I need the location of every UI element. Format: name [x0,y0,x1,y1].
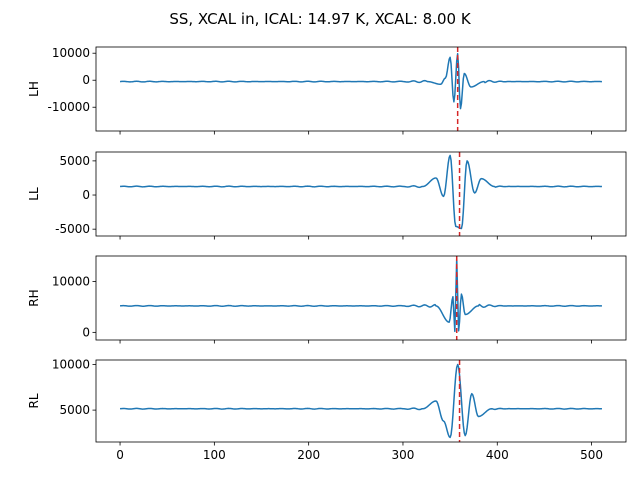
y-tick-label: 10000 [52,358,90,372]
y-axis-label-RL: RL [27,393,41,408]
subplot-LL: -5000 0 5000 LL [27,151,627,240]
panels-container: -10000010000LH-500005000LL010000RH500010… [27,46,627,462]
series-line-RH [119,257,602,333]
x-tick-label: 400 [486,448,509,462]
subplot-LH: -10000 0 10000 LH [27,46,627,135]
x-tick-label: 500 [580,448,603,462]
y-tick-label: -10000 [47,100,90,114]
axes-frame-RL [95,359,627,443]
series-line-LH [119,53,602,110]
x-tick-label: 0 [116,448,124,462]
y-axis-label-LL: LL [27,187,41,201]
series-line-LL [119,154,602,230]
figure-title: SS, XCAL in, ICAL: 14.97 K, XCAL: 8.00 K [169,10,472,28]
axes-frame-LL [95,151,627,237]
y-tick-label: -5000 [55,222,90,236]
y-tick-label: 10000 [52,46,90,60]
x-tick-label: 100 [203,448,226,462]
axes-frame-RH [95,255,627,341]
x-tick-label: 300 [392,448,415,462]
y-tick-label: 0 [82,325,90,339]
y-axis-label-LH: LH [27,81,41,97]
axes-frame-LH [95,46,627,132]
y-tick-label: 10000 [52,274,90,288]
y-tick-label: 5000 [59,154,90,168]
subplot-RL: 5000 10000 0 100 200 300 400 500 RL [27,358,627,462]
y-tick-label: 5000 [59,403,90,417]
y-tick-label: 0 [82,188,90,202]
series-line-RL [119,363,602,439]
x-tick-label: 200 [297,448,320,462]
y-tick-label: 0 [82,73,90,87]
y-axis-label-RH: RH [27,289,41,306]
subplot-RH: 0 10000 RH [27,255,627,344]
